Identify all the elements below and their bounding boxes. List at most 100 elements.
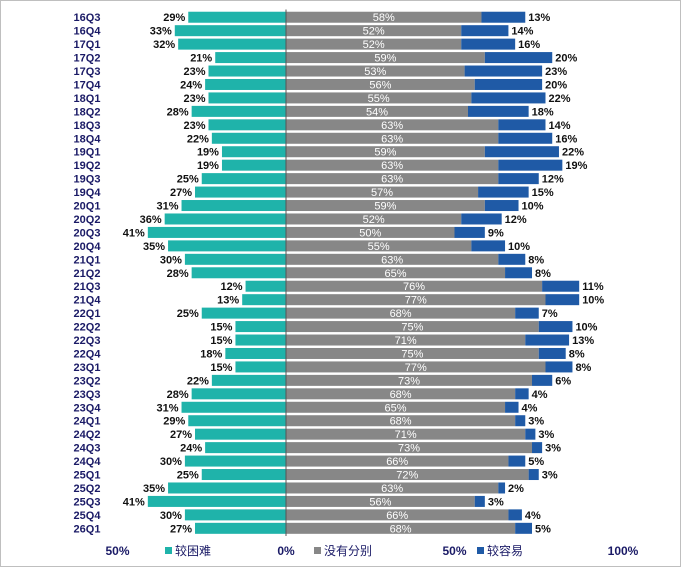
category-label: 24Q4: [74, 456, 102, 468]
data-label-neutral: 71%: [395, 429, 417, 441]
data-label-difficult: 41%: [123, 496, 145, 508]
bar-difficult-17Q4: [205, 78, 286, 90]
data-label-easy: 4%: [532, 389, 548, 401]
data-label-easy: 19%: [565, 160, 587, 172]
bar-difficult-21Q3: [245, 280, 286, 292]
bar-easy-16Q3: [481, 11, 526, 23]
labels-layer: 16Q3 29% 58% 13%16Q4 33% 52% 14%17Q1 32% 52% 16%1…: [74, 12, 605, 535]
bar-difficult-19Q1: [221, 146, 286, 158]
data-label-neutral: 75%: [401, 348, 423, 360]
bar-easy-25Q1: [528, 469, 539, 481]
bar-easy-21Q2: [505, 267, 533, 279]
category-label: 19Q4: [74, 187, 102, 199]
data-label-difficult: 25%: [177, 174, 199, 186]
bar-neutral-20Q4: [286, 240, 472, 252]
bar-easy-17Q2: [484, 52, 553, 64]
bar-difficult-19Q4: [195, 186, 286, 198]
data-label-difficult: 35%: [143, 241, 165, 253]
data-label-easy: 15%: [532, 187, 554, 199]
bar-difficult-22Q2: [235, 321, 286, 333]
data-label-neutral: 59%: [374, 147, 396, 159]
bar-easy-22Q4: [538, 347, 566, 359]
data-label-easy: 22%: [548, 93, 570, 105]
category-label: 23Q3: [74, 389, 101, 401]
data-label-difficult: 27%: [170, 523, 192, 535]
bar-neutral-20Q2: [286, 213, 462, 225]
data-label-neutral: 58%: [373, 12, 395, 24]
bar-neutral-22Q2: [286, 321, 539, 333]
bar-easy-23Q3: [515, 388, 529, 400]
data-label-easy: 3%: [545, 443, 561, 455]
data-label-easy: 7%: [542, 308, 558, 320]
data-label-neutral: 77%: [405, 362, 427, 374]
data-label-difficult: 12%: [221, 281, 243, 293]
data-label-neutral: 65%: [385, 402, 407, 414]
category-label: 22Q1: [74, 308, 101, 320]
bar-neutral-18Q3: [286, 119, 499, 131]
bar-difficult-26Q1: [195, 522, 286, 534]
bar-neutral-23Q2: [286, 374, 533, 386]
category-label: 20Q4: [74, 241, 102, 253]
data-label-easy: 12%: [505, 214, 527, 226]
data-label-difficult: 32%: [153, 39, 175, 51]
legend-swatch: [165, 547, 172, 554]
data-label-neutral: 66%: [386, 456, 408, 468]
category-label: 18Q2: [74, 106, 101, 118]
bar-easy-20Q1: [484, 200, 519, 212]
data-label-difficult: 21%: [190, 53, 212, 65]
data-label-difficult: 28%: [167, 389, 189, 401]
data-label-neutral: 63%: [381, 133, 403, 145]
data-label-easy: 8%: [575, 362, 591, 374]
data-label-neutral: 68%: [390, 389, 412, 401]
bar-difficult-18Q1: [208, 92, 286, 104]
data-label-difficult: 23%: [183, 93, 205, 105]
data-label-easy: 10%: [582, 295, 604, 307]
bar-easy-18Q2: [467, 105, 529, 117]
category-label: 23Q2: [74, 375, 101, 387]
bar-neutral-19Q3: [286, 173, 499, 185]
data-label-neutral: 73%: [398, 443, 420, 455]
bar-neutral-17Q3: [286, 65, 465, 77]
data-label-neutral: 77%: [405, 295, 427, 307]
bar-easy-25Q3: [474, 495, 485, 507]
bar-difficult-20Q3: [147, 226, 286, 238]
data-label-difficult: 28%: [167, 106, 189, 118]
bar-difficult-23Q2: [211, 374, 286, 386]
bar-difficult-18Q4: [211, 132, 286, 144]
data-label-neutral: 68%: [390, 416, 412, 428]
bar-difficult-20Q4: [168, 240, 286, 252]
data-label-difficult: 36%: [140, 214, 162, 226]
data-label-difficult: 22%: [187, 133, 209, 145]
bar-difficult-17Q3: [208, 65, 286, 77]
data-label-neutral: 72%: [396, 470, 418, 482]
category-label: 22Q2: [74, 322, 101, 334]
data-label-neutral: 63%: [381, 174, 403, 186]
bar-easy-25Q2: [498, 482, 506, 494]
bar-difficult-17Q2: [215, 52, 286, 64]
bar-difficult-24Q1: [188, 415, 286, 427]
bar-difficult-25Q1: [201, 469, 286, 481]
category-label: 24Q2: [74, 429, 101, 441]
category-label: 17Q4: [74, 79, 102, 91]
data-label-easy: 3%: [542, 470, 558, 482]
bar-easy-24Q1: [515, 415, 526, 427]
data-label-neutral: 50%: [359, 227, 381, 239]
data-label-easy: 3%: [528, 416, 544, 428]
bar-easy-18Q3: [498, 119, 546, 131]
bar-neutral-24Q3: [286, 442, 533, 454]
bar-difficult-24Q4: [184, 455, 286, 467]
data-label-neutral: 63%: [381, 254, 403, 266]
bar-neutral-16Q4: [286, 25, 462, 37]
x-tick-label: 0%: [277, 544, 295, 558]
data-label-difficult: 35%: [143, 483, 165, 495]
data-label-difficult: 30%: [160, 456, 182, 468]
bar-easy-25Q4: [508, 509, 522, 521]
bar-difficult-23Q1: [235, 361, 286, 373]
category-label: 21Q1: [74, 254, 101, 266]
category-label: 24Q1: [74, 416, 101, 428]
data-label-difficult: 13%: [217, 295, 239, 307]
data-label-difficult: 15%: [210, 362, 232, 374]
data-label-easy: 8%: [535, 268, 551, 280]
data-label-neutral: 73%: [398, 375, 420, 387]
data-label-easy: 10%: [575, 322, 597, 334]
